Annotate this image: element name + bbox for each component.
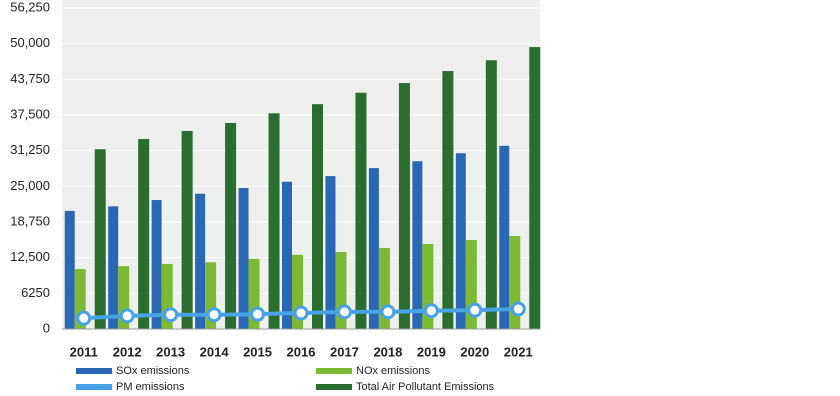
bar bbox=[248, 258, 260, 329]
y-tick-label: 0 bbox=[43, 320, 50, 335]
bar bbox=[282, 181, 292, 329]
legend-label: NOx emissions bbox=[356, 365, 430, 377]
bar bbox=[368, 168, 379, 329]
bar bbox=[138, 138, 150, 329]
y-tick-label: 50,000 bbox=[10, 35, 50, 50]
bar bbox=[398, 83, 410, 329]
bar bbox=[529, 47, 541, 329]
bar bbox=[312, 104, 323, 329]
x-tick-label: 2013 bbox=[156, 344, 185, 359]
x-tick-label: 2018 bbox=[373, 344, 402, 359]
bar bbox=[64, 210, 75, 329]
y-tick-label: 12,500 bbox=[10, 249, 50, 264]
legend-swatch bbox=[316, 384, 352, 390]
x-tick-label: 2011 bbox=[70, 344, 98, 359]
point bbox=[206, 307, 222, 323]
bar bbox=[465, 239, 477, 329]
bar bbox=[292, 254, 303, 329]
y-tick-label: 56,250 bbox=[10, 0, 50, 14]
x-tick-label: 2015 bbox=[243, 344, 272, 359]
legend-label: Total Air Pollutant Emissions bbox=[356, 381, 495, 393]
bar bbox=[509, 235, 521, 329]
y-tick-label: 18,750 bbox=[10, 213, 50, 228]
bar bbox=[205, 262, 217, 329]
bar bbox=[268, 113, 280, 330]
bar bbox=[108, 206, 119, 329]
y-tick-label: 31,250 bbox=[10, 142, 50, 157]
bar bbox=[94, 149, 106, 329]
y-tick-label: 37,500 bbox=[10, 106, 50, 121]
point bbox=[163, 307, 179, 323]
legend-swatch bbox=[76, 368, 112, 374]
point bbox=[380, 304, 396, 320]
bar bbox=[499, 145, 510, 329]
point bbox=[336, 304, 352, 320]
point bbox=[250, 306, 266, 322]
bar bbox=[238, 188, 249, 329]
point bbox=[119, 308, 135, 324]
bar bbox=[195, 193, 206, 329]
legend-swatch bbox=[76, 384, 112, 390]
x-tick-label: 2017 bbox=[330, 344, 359, 359]
x-tick-label: 2014 bbox=[200, 344, 230, 359]
bar bbox=[412, 161, 423, 329]
bar bbox=[118, 266, 130, 329]
bar bbox=[151, 200, 162, 329]
bar bbox=[485, 60, 497, 329]
point bbox=[510, 301, 526, 317]
bar bbox=[181, 130, 193, 329]
bar bbox=[335, 251, 347, 329]
point bbox=[76, 310, 92, 326]
y-tick-label: 25,000 bbox=[10, 178, 50, 193]
bar bbox=[442, 71, 454, 330]
y-tick-label: 6250 bbox=[21, 285, 50, 300]
bar bbox=[325, 176, 336, 329]
y-tick-label: 43,750 bbox=[10, 71, 50, 86]
point bbox=[293, 305, 309, 321]
bar bbox=[74, 269, 86, 329]
legend-label: PM emissions bbox=[116, 381, 185, 393]
bar bbox=[378, 247, 390, 329]
bar bbox=[455, 153, 466, 329]
legend-label: SOx emissions bbox=[116, 365, 190, 377]
x-tick-label: 2012 bbox=[113, 344, 142, 359]
bar bbox=[422, 243, 434, 329]
legend-swatch bbox=[316, 368, 352, 374]
x-tick-label: 2016 bbox=[287, 344, 316, 359]
x-tick-label: 2019 bbox=[417, 344, 446, 359]
point bbox=[467, 302, 483, 318]
bar bbox=[355, 92, 367, 329]
bar bbox=[225, 122, 237, 329]
point bbox=[423, 303, 439, 319]
bar bbox=[161, 263, 173, 329]
x-tick-label: 2021 bbox=[504, 344, 533, 359]
x-tick-label: 2020 bbox=[460, 344, 489, 359]
